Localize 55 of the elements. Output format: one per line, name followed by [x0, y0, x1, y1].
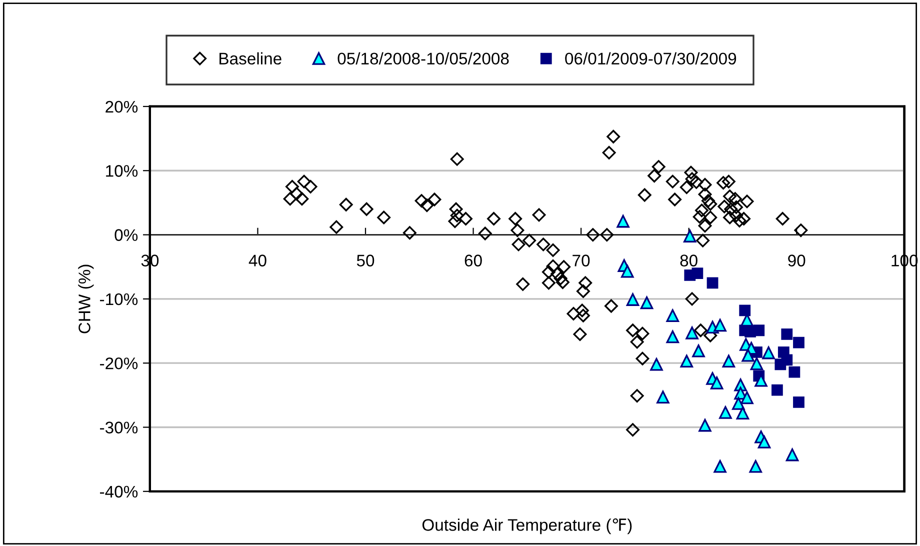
point [686, 326, 698, 340]
y-tick-label: -40% [100, 486, 138, 498]
x-axis-title: Outside Air Temperature (℉) [422, 518, 632, 534]
y-axis-title: CHW (%) [78, 264, 94, 334]
point [666, 309, 680, 322]
point [650, 358, 663, 371]
point [692, 268, 704, 279]
point [786, 448, 799, 462]
y-tick-label: 20% [106, 100, 138, 113]
legend-label: 06/01/2009-07/30/2009 [565, 52, 736, 65]
point [793, 396, 804, 408]
point [666, 330, 680, 344]
point [736, 406, 750, 420]
point [749, 460, 762, 473]
point [788, 366, 800, 378]
point [692, 344, 705, 358]
point [774, 358, 786, 370]
x-tick-label: 40 [248, 254, 266, 266]
point [722, 354, 736, 368]
point [742, 349, 754, 362]
y-tick-label: -30% [100, 422, 138, 434]
point [714, 460, 726, 473]
point [762, 346, 775, 360]
point [719, 406, 732, 419]
x-tick-label: 60 [464, 254, 482, 266]
y-tick-label: -10% [100, 293, 138, 306]
point [750, 357, 764, 370]
point [771, 384, 783, 396]
point [620, 264, 634, 278]
point [684, 230, 696, 242]
point [740, 391, 754, 404]
x-tick-label: 90 [788, 254, 806, 266]
point [680, 354, 694, 368]
x-tick-label: 50 [356, 254, 374, 266]
point [640, 296, 654, 310]
y-tick-label: -20% [100, 357, 138, 370]
point [706, 277, 718, 289]
point [739, 304, 751, 316]
point [626, 293, 640, 306]
point [793, 336, 804, 348]
y-tick-label: 0% [114, 229, 138, 241]
legend-label: 05/18/2008-10/05/2008 [338, 52, 509, 65]
point [732, 397, 745, 410]
y-tick-label: 10% [106, 165, 138, 177]
point [758, 436, 771, 448]
point [753, 324, 765, 336]
point [698, 418, 712, 432]
point [656, 390, 670, 404]
x-tick-label: 70 [572, 254, 590, 266]
point [714, 318, 726, 332]
legend-label: Baseline [220, 52, 282, 65]
point [616, 214, 630, 228]
x-tick-label: 80 [680, 254, 698, 266]
point [781, 328, 793, 340]
point [710, 376, 724, 390]
